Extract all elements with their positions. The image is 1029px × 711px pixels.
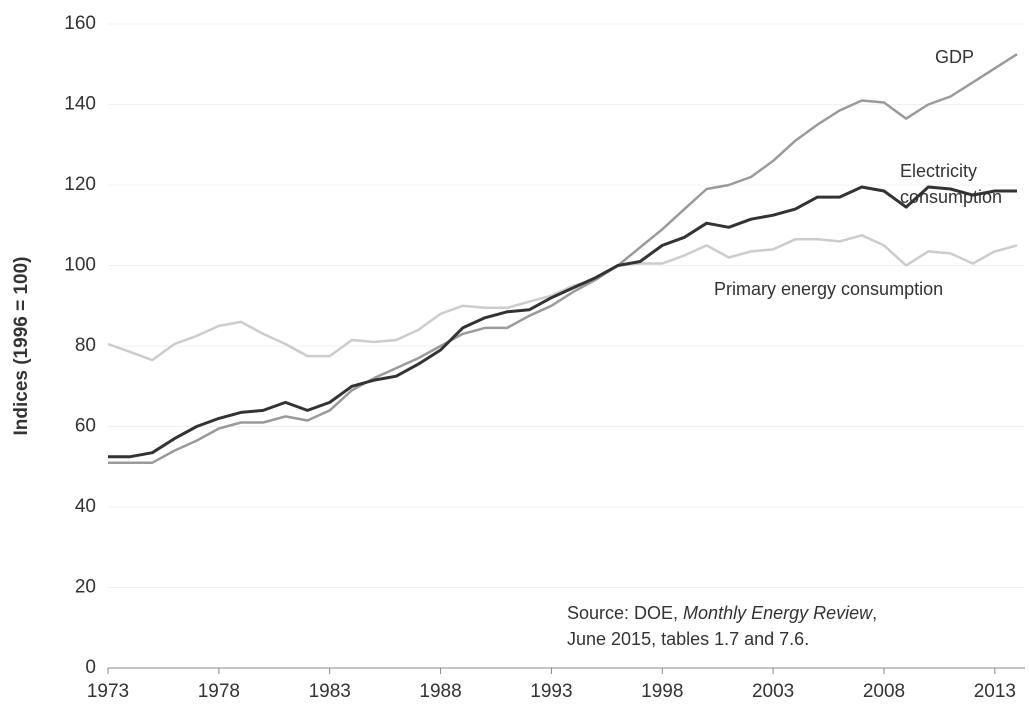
y-tick-label: 60 [75,416,96,437]
x-tick-label: 2008 [863,681,905,702]
source-note: June 2015, tables 1.7 and 7.6. [567,629,809,649]
source-text: Source: DOE, [567,603,683,623]
y-axis-label: Indices (1996 = 100) [11,256,32,435]
x-tick-label: 1978 [198,681,240,702]
x-tick-label: 1993 [530,681,572,702]
y-tick-label: 100 [64,255,96,276]
series-label: Primary energy consumption [714,279,943,299]
y-tick-label: 40 [75,496,96,517]
series-label-line: consumption [900,187,1002,207]
x-tick-label: 1988 [419,681,461,702]
x-tick-label: 1983 [309,681,351,702]
source-text: , [872,603,877,623]
series-label: Electricity consumption [900,161,1002,207]
y-tick-label: 140 [64,94,96,115]
x-tick-label: 1973 [87,681,129,702]
source-note: Source: DOE, Monthly Energy Review, [567,603,877,623]
y-tick-label: 80 [75,335,96,356]
x-tick-label: 2013 [974,681,1016,702]
series-line [107,234,1018,362]
series-line [108,53,1018,464]
x-tick-label: 2003 [752,681,794,702]
series-line [108,185,1017,459]
series-label-line: Electricity [900,161,977,181]
y-tick-label: 20 [75,577,96,598]
y-tick-label: 120 [64,174,96,195]
y-tick-label: 0 [85,657,96,678]
y-tick-label: 160 [64,13,96,34]
series-label: GDP [935,47,974,67]
source-title: Monthly Energy Review [683,603,873,623]
x-tick-label: 1998 [641,681,683,702]
